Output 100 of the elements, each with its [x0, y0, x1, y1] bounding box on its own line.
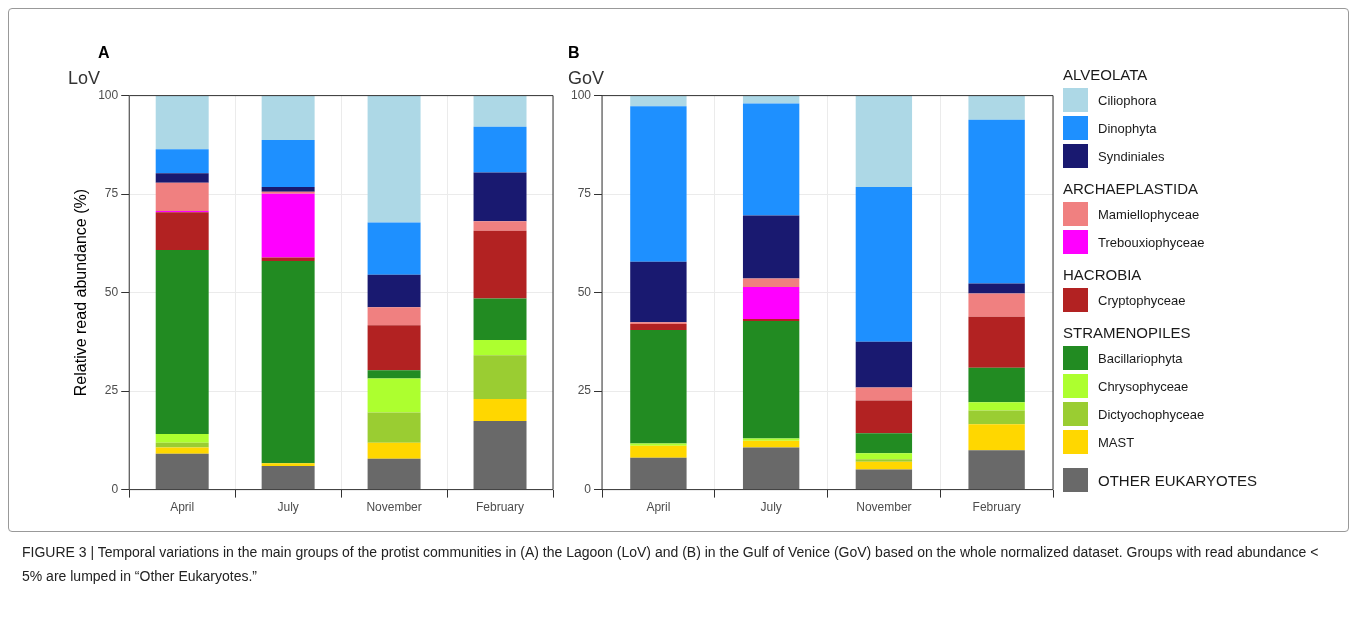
bar — [261, 140, 315, 188]
bar — [855, 400, 913, 434]
chart-title: GoV — [568, 67, 605, 88]
y-tick-label: 25 — [104, 383, 119, 398]
bar — [742, 320, 800, 439]
bar — [742, 103, 800, 216]
bar — [473, 172, 527, 222]
legend-label: OTHER EUKARYOTES — [1098, 471, 1257, 489]
bar — [855, 459, 913, 462]
bar — [473, 230, 527, 299]
bar — [742, 287, 800, 319]
legend-label: Cryptophyceae — [1098, 292, 1186, 308]
text: ALVEOLATA — [1063, 66, 1149, 83]
bar — [630, 330, 687, 444]
bar — [367, 274, 421, 308]
bar — [855, 461, 913, 470]
legend-label: Ciliophora — [1098, 92, 1157, 108]
bar — [367, 370, 421, 379]
bar — [968, 283, 1025, 294]
bar — [367, 458, 421, 490]
bar — [155, 212, 209, 251]
bar — [473, 398, 527, 422]
bar — [968, 293, 1025, 317]
bar — [261, 193, 315, 258]
y-tick-label: 0 — [111, 481, 119, 496]
legend-label: Syndiniales — [1098, 148, 1165, 164]
bar — [367, 325, 421, 371]
bar — [968, 402, 1025, 411]
bar — [473, 221, 527, 231]
x-tick-label: July — [760, 500, 782, 515]
y-tick-label: 75 — [577, 186, 592, 201]
bar — [367, 412, 421, 443]
bar — [855, 341, 913, 388]
x-tick-label: July — [277, 500, 299, 515]
legend-label: Dinophyta — [1098, 120, 1157, 136]
bar — [855, 469, 913, 490]
bar — [155, 182, 209, 212]
bar — [742, 215, 800, 279]
bar — [367, 222, 421, 275]
bar — [855, 187, 913, 342]
bar — [261, 261, 315, 464]
bar — [742, 447, 800, 490]
legend-label: Bacillariophyta — [1098, 350, 1183, 366]
bar — [630, 445, 687, 458]
bar — [155, 453, 209, 490]
bar — [968, 367, 1025, 403]
bar — [473, 339, 527, 356]
bar — [367, 307, 421, 326]
bar — [855, 95, 913, 188]
y-tick-label: 0 — [584, 481, 592, 496]
legend-label: Dictyochophyceae — [1098, 406, 1205, 422]
bar — [742, 438, 800, 441]
bar — [473, 421, 527, 490]
bar — [261, 465, 315, 490]
bar — [155, 434, 209, 443]
bar — [968, 316, 1025, 368]
y-tick-label: 50 — [104, 284, 119, 299]
x-tick-label: April — [170, 500, 195, 515]
bar — [630, 95, 687, 107]
bar — [968, 95, 1025, 120]
bar — [630, 261, 687, 323]
bar — [855, 433, 913, 454]
legend-label: Trebouxiophyceae — [1098, 234, 1205, 250]
bar — [261, 463, 315, 466]
bar — [742, 278, 800, 288]
bar — [968, 424, 1025, 451]
caption: FIGURE 3 | Temporal variations in the main groups of the protist communities in (A) the Lagoon (LoV) and (B) in the Gulf of Venice (GoV) based on the whole normalized dataset. Groups with read abundance < 5% are lumped in “Other Eukaryotes.” — [22, 543, 1320, 586]
text: ARCHAEPLASTIDA — [1063, 180, 1200, 197]
bar — [630, 106, 687, 262]
bar — [630, 457, 687, 490]
text: STRAMENOPILES — [1063, 324, 1192, 341]
legend-label: Chrysophyceae — [1098, 378, 1189, 394]
bar — [155, 447, 209, 454]
y-tick-label: 75 — [104, 186, 119, 201]
bar — [367, 442, 421, 459]
y-tick-label: 25 — [577, 383, 592, 398]
bar — [367, 378, 421, 413]
bar — [855, 387, 913, 401]
y-tick-label: 50 — [577, 284, 592, 299]
bar — [968, 410, 1025, 425]
bar — [473, 298, 527, 340]
bar — [155, 95, 209, 150]
text: A — [98, 44, 110, 62]
text: B — [568, 44, 580, 62]
chart-title: LoV — [68, 67, 101, 88]
bar — [855, 453, 913, 460]
x-tick-label: November — [366, 500, 422, 515]
bar — [367, 95, 421, 223]
bar — [155, 173, 209, 183]
bar — [630, 324, 687, 331]
bar — [473, 95, 527, 127]
bar — [261, 187, 315, 192]
bar — [155, 149, 209, 174]
bar — [968, 119, 1025, 284]
y-axis-title: Relative read abundance (%) — [72, 188, 90, 397]
bar — [155, 250, 209, 435]
y-tick-label: 100 — [570, 87, 592, 102]
x-tick-label: November — [856, 500, 912, 515]
x-tick-label: April — [646, 500, 671, 515]
bar — [473, 355, 527, 399]
